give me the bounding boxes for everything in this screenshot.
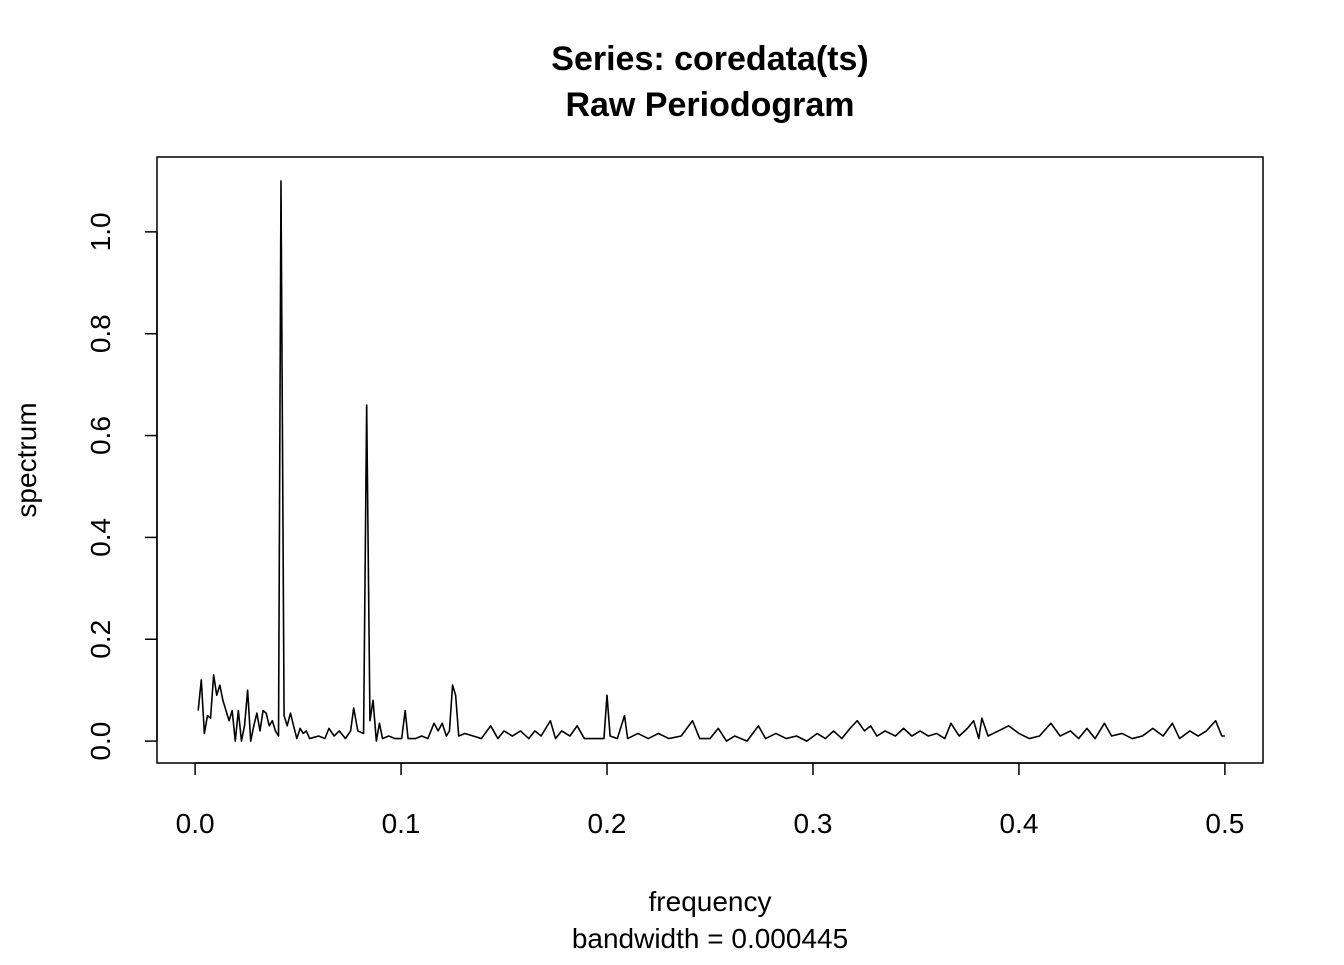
y-tick-label: 1.0 <box>85 212 116 251</box>
x-tick-label: 0.0 <box>176 808 215 839</box>
x-tick-label: 0.2 <box>588 808 627 839</box>
y-tick-label: 0.8 <box>85 314 116 353</box>
x-axis-subtitle: bandwidth = 0.000445 <box>572 923 848 954</box>
x-axis-title: frequency <box>649 886 772 917</box>
spectrum-line <box>197 180 1225 742</box>
x-tick-label: 0.3 <box>794 808 833 839</box>
y-tick-label: 0.0 <box>85 722 116 761</box>
y-tick-label: 0.6 <box>85 416 116 455</box>
chart-subtitle: Raw Periodogram <box>565 86 854 124</box>
x-tick-label: 0.5 <box>1205 808 1244 839</box>
y-tick-label: 0.2 <box>85 620 116 659</box>
chart-title: Series: coredata(ts) <box>551 40 868 78</box>
y-tick-label: 0.4 <box>85 518 116 557</box>
x-tick-label: 0.4 <box>999 808 1038 839</box>
y-axis-title: spectrum <box>11 402 42 517</box>
x-tick-label: 0.1 <box>382 808 421 839</box>
